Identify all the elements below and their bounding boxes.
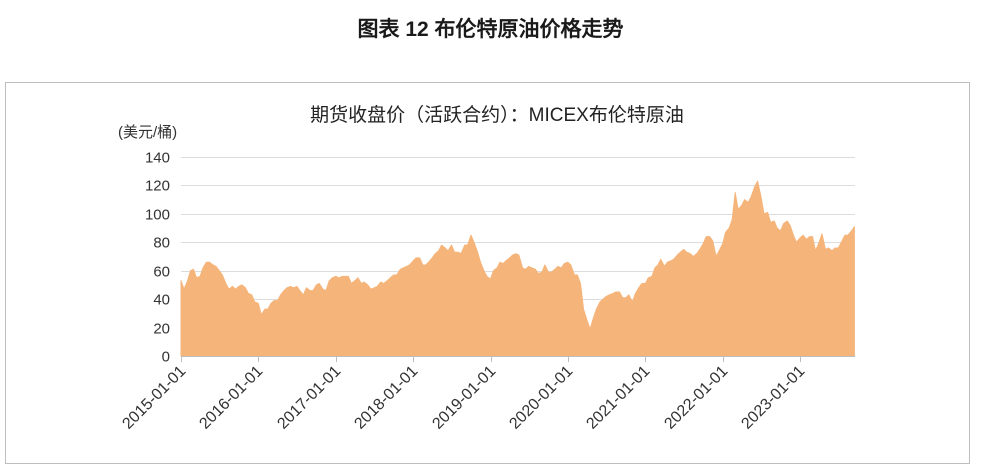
y-axis-ticks: 0 20 40 60 80 100 120 140 xyxy=(145,150,170,366)
x-axis-ticks: 2015-01-01 2016-01-01 2017-01-01 2018-01-01… xyxy=(119,356,808,433)
y-tick-label-0: 0 xyxy=(162,349,170,366)
chart-frame xyxy=(5,82,970,464)
x-tick-label-2021-01-01: 2021-01-01 xyxy=(583,363,653,433)
y-tick-label-80: 80 xyxy=(153,235,170,252)
x-tick-label-2018-01-01: 2018-01-01 xyxy=(351,363,421,433)
y-tick-label-120: 120 xyxy=(145,178,170,195)
x-tick-label-2023-01-01: 2023-01-01 xyxy=(738,363,808,433)
x-tick-label-2017-01-01: 2017-01-01 xyxy=(274,363,344,433)
y-tick-label-60: 60 xyxy=(153,264,170,281)
x-tick-label-2020-01-01: 2020-01-01 xyxy=(506,363,576,433)
x-tick-label-2015-01-01: 2015-01-01 xyxy=(119,363,189,433)
y-tick-label-140: 140 xyxy=(145,150,170,167)
y-tick-label-40: 40 xyxy=(153,292,170,309)
x-tick-label-2019-01-01: 2019-01-01 xyxy=(429,363,499,433)
figure-title: 图表 12 布伦特原油价格走势 xyxy=(357,18,624,41)
chart-title: 期货收盘价（活跃合约）：MICEX布伦特原油 xyxy=(310,104,684,126)
y-tick-label-20: 20 xyxy=(153,321,170,338)
x-tick-label-2022-01-01: 2022-01-01 xyxy=(661,363,731,433)
x-tick-label-2016-01-01: 2016-01-01 xyxy=(196,363,266,433)
y-tick-label-100: 100 xyxy=(145,207,170,224)
y-axis-unit-label: (美元/桶) xyxy=(118,124,177,141)
price-area-series xyxy=(180,180,855,357)
